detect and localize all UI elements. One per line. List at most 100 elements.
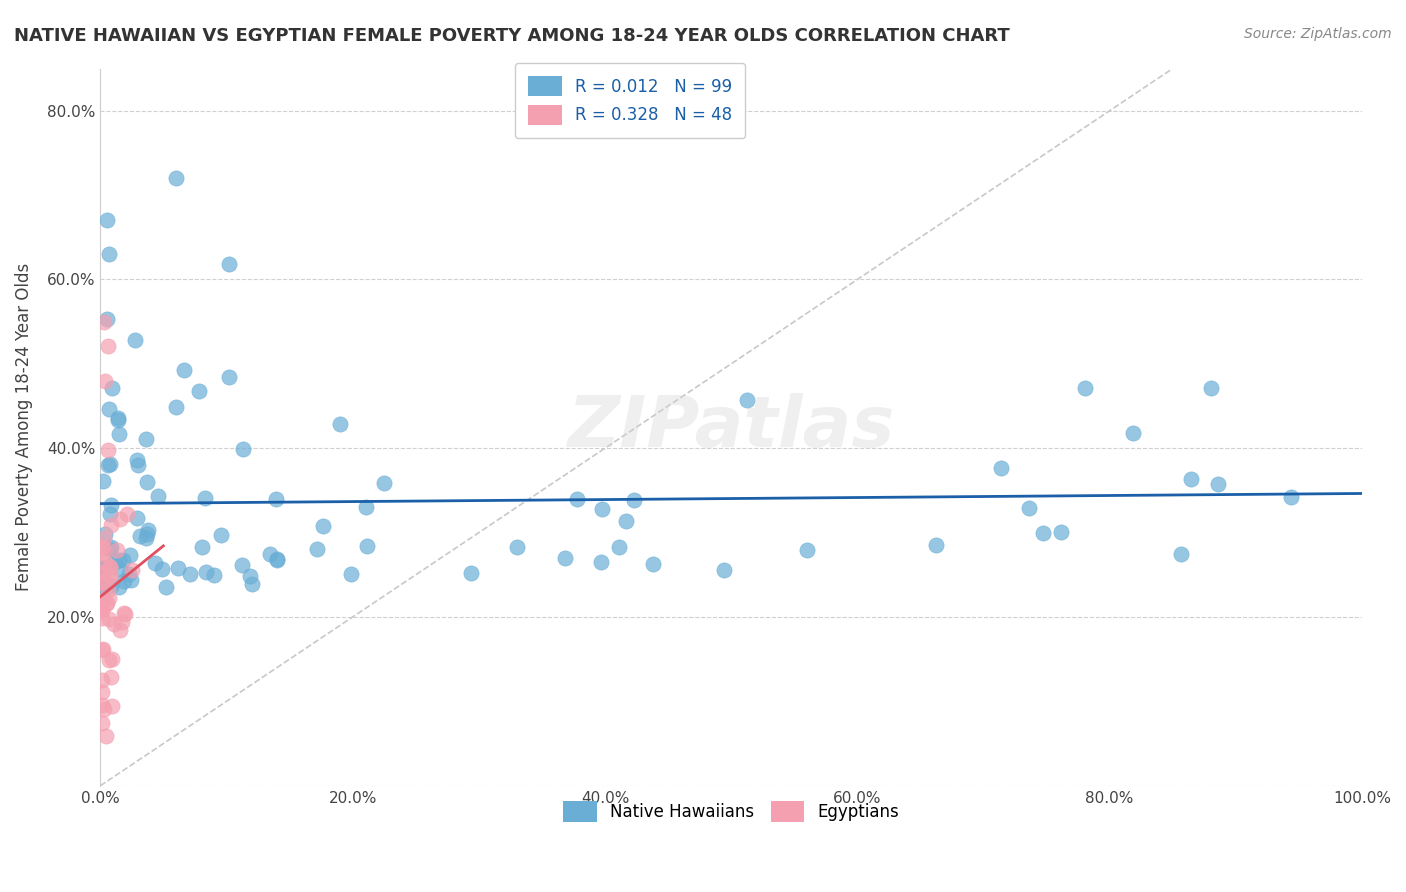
Point [90,716,112,731]
Point [97,442,120,457]
Point [165,171,187,186]
Point [107,426,129,441]
Text: ZIPatlas: ZIPatlas [568,392,894,462]
Point [91,474,114,488]
Point [990,460,1012,475]
Point [202,568,225,582]
Point [1122,426,1144,441]
Point [96,596,118,610]
Point [1018,500,1040,515]
Point [239,569,262,583]
Point [101,651,124,665]
Point [98,612,121,626]
Point [124,333,146,347]
Point [506,540,529,554]
Point [98,571,121,585]
Point [112,607,135,621]
Point [112,553,135,567]
Point [108,580,131,594]
Point [1032,526,1054,541]
Point [194,491,217,505]
Point [100,498,122,512]
Point [97,458,120,472]
Y-axis label: Female Poverty Among 18-24 Year Olds: Female Poverty Among 18-24 Year Olds [15,263,32,591]
Point [614,515,637,529]
Point [100,670,122,684]
Point [107,410,129,425]
Point [1199,380,1222,394]
Point [108,562,131,576]
Point [607,540,630,554]
Point [98,541,121,556]
Point [114,607,136,621]
Point [118,566,141,581]
Point [713,563,735,577]
Point [100,507,122,521]
Point [105,543,128,558]
Point [266,552,288,566]
Point [121,563,143,577]
Point [98,247,121,261]
Point [136,523,159,537]
Point [460,566,482,580]
Point [1074,382,1097,396]
Point [173,363,195,377]
Point [90,673,112,688]
Point [110,511,132,525]
Point [218,257,240,271]
Point [90,602,112,616]
Point [96,213,118,227]
Point [312,518,335,533]
Point [1206,477,1229,491]
Point [90,603,112,617]
Point [240,576,263,591]
Point [796,543,818,558]
Point [100,579,122,593]
Point [218,370,240,384]
Point [103,616,125,631]
Point [90,611,112,625]
Point [264,492,287,507]
Point [93,701,115,715]
Point [90,643,112,657]
Point [354,500,377,514]
Point [93,592,115,607]
Point [108,623,131,637]
Point [179,567,201,582]
Point [91,566,114,580]
Point [591,501,613,516]
Point [91,641,114,656]
Point [623,492,645,507]
Point [91,567,114,582]
Point [643,557,665,571]
Point [373,476,395,491]
Text: NATIVE HAWAIIAN VS EGYPTIAN FEMALE POVERTY AMONG 18-24 YEAR OLDS CORRELATION CHA: NATIVE HAWAIIAN VS EGYPTIAN FEMALE POVER… [14,27,1010,45]
Point [1170,547,1192,561]
Point [90,575,112,590]
Point [100,541,122,555]
Point [96,729,118,743]
Legend: Native Hawaiians, Egyptians: Native Hawaiians, Egyptians [550,788,912,835]
Point [97,339,120,353]
Point [307,542,329,557]
Point [91,574,114,588]
Point [591,555,613,569]
Point [93,564,115,578]
Point [150,561,173,575]
Point [101,381,124,395]
Point [735,392,758,407]
Point [118,548,141,562]
Point [91,561,114,575]
Point [93,555,115,569]
Point [91,546,114,560]
Point [1180,472,1202,486]
Point [107,413,129,427]
Point [98,591,121,605]
Point [91,582,114,597]
Point [98,568,121,582]
Point [97,582,120,597]
Point [356,539,378,553]
Point [1050,524,1073,539]
Point [167,561,190,575]
Point [96,597,118,611]
